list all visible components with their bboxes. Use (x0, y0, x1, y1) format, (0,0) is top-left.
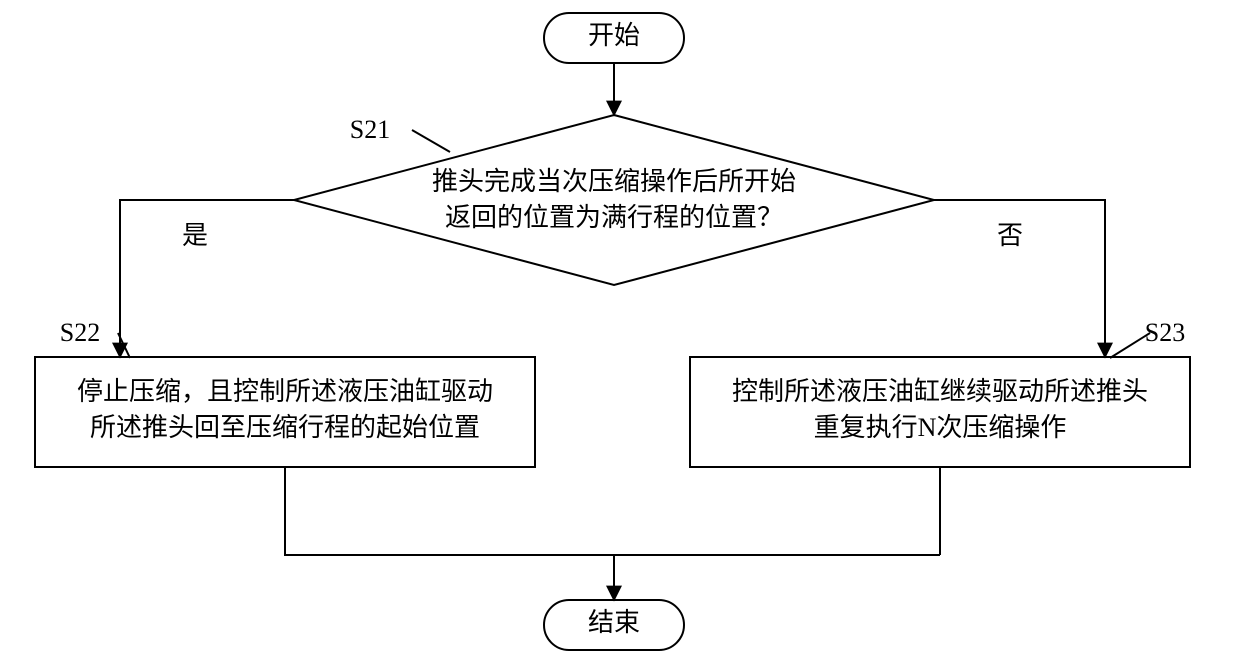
decision-no-label: 否 (997, 221, 1023, 250)
edges-layer (118, 63, 1150, 600)
decision-label-2: 返回的位置为满行程的位置？ (445, 203, 783, 232)
decision-tag: S21 (350, 115, 390, 144)
start-label: 开始 (588, 21, 640, 50)
proc_left-label-1: 停止压缩，且控制所述液压油缸驱动 (77, 377, 493, 406)
proc_right-tag: S23 (1145, 318, 1185, 347)
edge (285, 467, 940, 555)
flowchart-canvas: 开始推头完成当次压缩操作后所开始返回的位置为满行程的位置？ S21 是 否停止压缩，且… (0, 0, 1240, 666)
tag-leader (412, 130, 450, 152)
decision-label-1: 推头完成当次压缩操作后所开始 (432, 167, 796, 196)
proc_left-label-2: 所述推头回至压缩行程的起始位置 (90, 413, 480, 442)
end-label: 结束 (588, 608, 640, 637)
decision-yes-label: 是 (182, 221, 208, 250)
proc_right-label-2: 重复执行N次压缩操作 (814, 413, 1067, 442)
proc_right-label-1: 控制所述液压油缸继续驱动所述推头 (732, 377, 1148, 406)
text-layer: 开始推头完成当次压缩操作后所开始返回的位置为满行程的位置？ S21 是 否停止压缩，且… (60, 21, 1185, 637)
proc_left-tag: S22 (60, 318, 100, 347)
